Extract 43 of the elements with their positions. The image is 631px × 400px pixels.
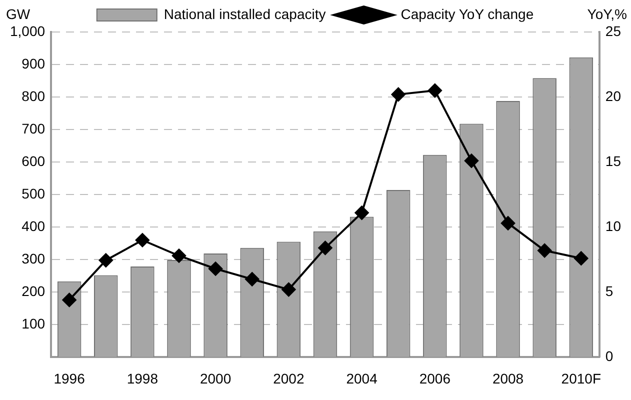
y-tick-label: 400 — [22, 218, 46, 234]
point — [428, 84, 442, 98]
y2-tick-label: 20 — [605, 88, 622, 104]
x-tick-label: 2006 — [419, 370, 451, 386]
y2-axis-title: YoY,% — [587, 6, 627, 22]
y-tick-label: 900 — [22, 55, 46, 72]
y-tick-label: 700 — [22, 120, 46, 136]
x-tick-label: 1996 — [54, 370, 86, 386]
y2-tick-label: 10 — [605, 218, 622, 234]
x-tick-label: 2002 — [273, 370, 304, 386]
y-tick-label: 1,000 — [10, 22, 46, 39]
x-tick-label: 2010F — [561, 370, 601, 386]
point — [538, 244, 552, 258]
y2-tick-label: 25 — [605, 22, 622, 39]
point — [318, 240, 332, 255]
legend-label: National installed capacity — [164, 6, 326, 22]
y-tick-label: 100 — [22, 316, 46, 332]
point — [391, 87, 406, 102]
x-tick-label: 2004 — [346, 370, 378, 386]
point — [62, 292, 76, 307]
point — [208, 262, 223, 276]
y-tick-label: 500 — [22, 185, 46, 202]
y-tick-label: 600 — [22, 152, 46, 169]
point — [501, 216, 516, 230]
point — [282, 282, 296, 297]
point — [574, 251, 588, 266]
point — [354, 206, 369, 220]
x-tick-label: 1998 — [126, 370, 158, 386]
point — [464, 154, 478, 168]
legend-label: Capacity YoY change — [400, 6, 534, 22]
point — [98, 253, 113, 268]
x-tick-label: 2000 — [200, 370, 232, 386]
y-tick-label: 800 — [22, 88, 46, 104]
point — [245, 272, 260, 286]
y2-tick-label: 15 — [605, 152, 622, 169]
y2-tick-label: 5 — [605, 283, 614, 300]
x-tick-label: 2008 — [492, 370, 524, 386]
y-tick-label: 300 — [22, 250, 46, 266]
y-axis-title: GW — [6, 6, 31, 22]
y2-tick-label: 0 — [605, 348, 614, 364]
point — [172, 248, 186, 263]
y-tick-label: 200 — [22, 283, 46, 300]
point — [135, 233, 150, 248]
